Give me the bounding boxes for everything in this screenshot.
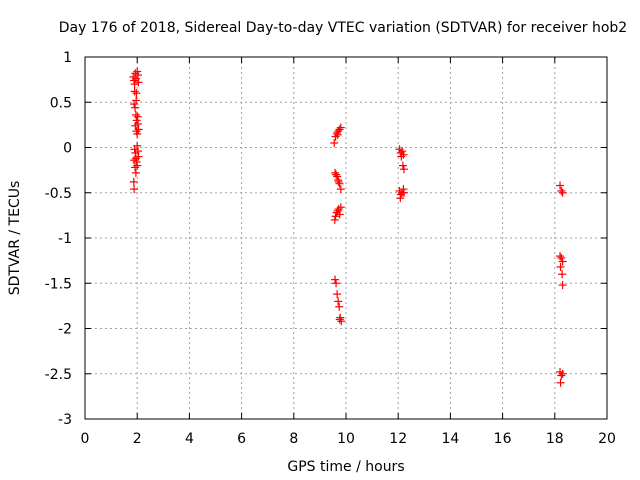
data-point xyxy=(130,87,139,96)
data-point xyxy=(558,281,567,290)
data-point xyxy=(130,156,139,165)
axis-ticks: 0 2 4 6 8 10 12 14 16 18 20 -3 -2.5 -2 -1.5 -1 -0.5 0 0.5 1 xyxy=(45,50,616,447)
y-tick-label: 0.5 xyxy=(50,95,72,111)
data-point xyxy=(333,290,342,299)
data-point xyxy=(336,203,345,212)
data-point xyxy=(336,123,345,132)
data-point xyxy=(130,185,139,194)
data-point xyxy=(398,161,407,170)
data-point xyxy=(335,125,344,134)
data-point xyxy=(558,188,567,197)
data-point xyxy=(333,130,342,139)
data-point xyxy=(557,253,566,262)
x-tick-label: 20 xyxy=(598,431,616,447)
data-point xyxy=(557,371,566,380)
y-tick-label: 0 xyxy=(63,141,72,157)
x-tick-label: 12 xyxy=(389,431,407,447)
data-point xyxy=(331,275,340,284)
data-point xyxy=(556,378,565,387)
data-point xyxy=(398,147,407,156)
data-point xyxy=(556,252,565,261)
data-point xyxy=(130,80,139,89)
x-tick-label: 10 xyxy=(337,431,355,447)
y-tick-label: -1 xyxy=(58,231,72,247)
data-point xyxy=(134,78,143,87)
data-point xyxy=(332,279,341,288)
data-point xyxy=(335,179,344,188)
data-point xyxy=(337,317,346,326)
data-point xyxy=(133,141,142,150)
grid xyxy=(85,57,607,419)
data-point xyxy=(331,212,340,221)
data-points xyxy=(129,67,567,387)
y-tick-label: -2.5 xyxy=(45,367,72,383)
data-point xyxy=(131,163,140,172)
data-point xyxy=(399,188,408,197)
data-point xyxy=(330,138,339,147)
x-tick-label: 2 xyxy=(133,431,142,447)
data-point xyxy=(131,103,140,112)
x-tick-label: 14 xyxy=(441,431,459,447)
data-point xyxy=(558,270,567,279)
data-point xyxy=(131,168,140,177)
y-tick-label: 1 xyxy=(63,50,72,66)
y-tick-label: -2 xyxy=(58,322,72,338)
data-point xyxy=(130,100,139,109)
data-point xyxy=(335,302,344,311)
x-axis-title: GPS time / hours xyxy=(287,459,404,475)
data-point xyxy=(131,110,140,119)
data-point xyxy=(336,185,345,194)
y-axis-title: SDTVAR / TECUs xyxy=(7,181,23,296)
data-point xyxy=(557,186,566,195)
data-point xyxy=(334,205,343,214)
y-tick-label: -3 xyxy=(58,412,72,428)
x-tick-label: 16 xyxy=(494,431,512,447)
data-point xyxy=(132,127,141,136)
data-point xyxy=(558,369,567,378)
chart-title: Day 176 of 2018, Sidereal Day-to-day VTE… xyxy=(59,20,627,36)
data-point xyxy=(399,165,408,174)
data-point xyxy=(332,170,341,179)
data-point xyxy=(133,67,142,76)
data-point xyxy=(331,168,340,177)
data-point xyxy=(333,172,342,181)
data-point xyxy=(133,112,142,121)
x-tick-label: 8 xyxy=(289,431,298,447)
data-point xyxy=(134,152,143,161)
x-tick-label: 6 xyxy=(237,431,246,447)
x-tick-label: 4 xyxy=(185,431,194,447)
data-point xyxy=(396,194,405,203)
data-point xyxy=(132,96,141,105)
y-tick-label: -1.5 xyxy=(45,276,72,292)
data-point xyxy=(330,215,339,224)
data-point xyxy=(132,116,141,125)
data-point xyxy=(129,177,138,186)
x-tick-label: 18 xyxy=(546,431,564,447)
data-point xyxy=(335,315,344,324)
y-tick-label: -0.5 xyxy=(45,186,72,202)
data-point xyxy=(397,152,406,161)
data-point xyxy=(556,181,565,190)
data-point xyxy=(131,121,140,130)
data-point xyxy=(334,177,343,186)
data-point xyxy=(334,297,343,306)
data-point xyxy=(132,89,141,98)
data-point xyxy=(558,257,567,266)
data-point xyxy=(133,71,142,80)
data-point xyxy=(335,210,344,219)
data-point xyxy=(556,262,565,271)
x-tick-label: 0 xyxy=(81,431,90,447)
